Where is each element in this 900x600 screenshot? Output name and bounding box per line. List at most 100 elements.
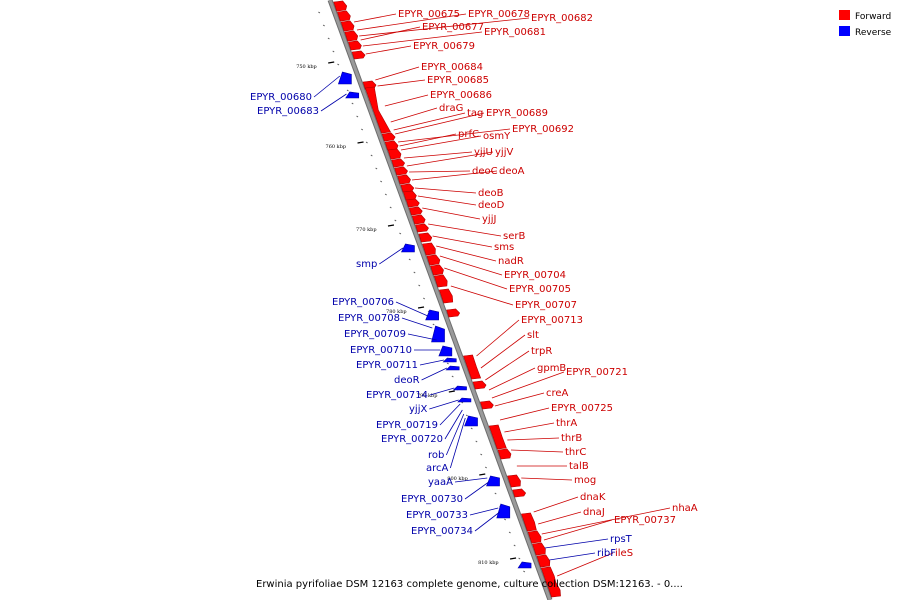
minor-tick (527, 583, 530, 586)
minor-tick (470, 427, 473, 430)
gene-features (333, 0, 561, 598)
forward-gene-block (527, 530, 542, 544)
gene-label-serb: serB (503, 231, 525, 242)
leader-line-epyr-00685 (377, 79, 426, 87)
leader-line-epyr-00704 (439, 255, 503, 276)
reverse-gene-block (431, 325, 445, 343)
gene-label-gpmb: gpmB (537, 363, 566, 374)
legend-reverse-swatch (839, 26, 850, 36)
gene-label-iles: ileS (615, 548, 633, 559)
genome-backbone (327, 0, 553, 600)
forward-gene-block (507, 474, 521, 488)
gene-label-thrb: thrB (561, 433, 582, 444)
gene-label-arca: arcA (426, 463, 449, 474)
leader-line-yjjx (429, 399, 459, 410)
reverse-gene-block (457, 397, 472, 403)
gene-label-epyr-00707: EPYR_00707 (515, 300, 577, 311)
leader-line-epyr-00713 (476, 319, 520, 357)
minor-tick (480, 453, 483, 456)
gene-label-trpr: trpR (531, 346, 552, 357)
tick-marks: 750 kbp 760 kbp 770 kbp 780 kbp 790 kbp 800 k… (296, 11, 530, 586)
minor-tick (346, 89, 349, 92)
leader-line-ribf (549, 552, 596, 561)
reverse-gene-block (337, 71, 352, 85)
minor-tick (432, 323, 435, 326)
minor-tick (351, 102, 354, 105)
leader-line-prfc (399, 133, 457, 147)
minor-tick (332, 50, 335, 53)
gene-label-epyr-00686: EPYR_00686 (430, 90, 492, 101)
leader-line-smp (379, 247, 404, 265)
forward-gene-block (430, 264, 444, 276)
gene-label-dnak: dnaK (580, 492, 606, 503)
forward-gene-block (394, 166, 408, 176)
gene-label-epyr-00689: EPYR_00689 (486, 108, 548, 119)
gene-label-epyr-00737: EPYR_00737 (614, 515, 676, 526)
minor-tick (327, 37, 330, 40)
gene-label-epyr-00705: EPYR_00705 (509, 284, 571, 295)
minor-tick (365, 141, 368, 144)
forward-gene-block (488, 424, 507, 450)
gene-label-epyr-00706: EPYR_00706 (332, 297, 394, 308)
kbp-label: 750 kbp (296, 64, 317, 70)
gene-label-osmy: osmY (483, 131, 511, 142)
minor-tick (337, 63, 340, 66)
gene-label-epyr-00710: EPYR_00710 (350, 345, 412, 356)
leader-line-deoc (409, 170, 471, 173)
kbp-label: 810 kbp (478, 560, 499, 566)
forward-gene-block (536, 554, 551, 568)
kbp-tick (479, 473, 486, 476)
gene-label-epyr-00721: EPYR_00721 (566, 367, 628, 378)
gene-label-ribf: ribF (597, 548, 616, 559)
forward-gene-block (463, 354, 482, 380)
leader-line-epyr-00684 (375, 66, 420, 81)
leader-line-osmy (400, 135, 482, 151)
leader-line-deoa (411, 170, 498, 181)
legend: Forward Reverse (839, 10, 892, 38)
kbp-tick (509, 557, 517, 560)
forward-gene-block (418, 232, 433, 243)
forward-gene-block (387, 148, 402, 160)
leader-line-drag (390, 107, 438, 123)
gene-label-epyr-00680: EPYR_00680 (250, 92, 312, 103)
gene-label-yjjj: yjjJ (482, 214, 496, 225)
gene-label-epyr-00675: EPYR_00675 (398, 9, 460, 20)
minor-tick (399, 232, 402, 235)
gene-label-tag: tag (467, 108, 483, 119)
kbp-tick (357, 141, 364, 144)
forward-gene-block (521, 512, 537, 532)
reverse-gene-block (445, 365, 460, 371)
gene-label-epyr-00734: EPYR_00734 (411, 526, 473, 537)
forward-gene-block (364, 86, 392, 134)
leader-line-thra (504, 422, 555, 433)
leader-line-slt (480, 334, 526, 369)
forward-gene-block (344, 30, 359, 42)
gene-label-epyr-00682: EPYR_00682 (531, 13, 593, 24)
reverse-gene-block (486, 475, 500, 487)
minor-tick (523, 570, 526, 573)
leader-line-deob (414, 187, 477, 194)
leader-line-epyr-00682 (359, 17, 530, 37)
reverse-gene-block (425, 309, 439, 321)
forward-gene-block (348, 40, 362, 51)
leader-line-thrb (507, 437, 560, 441)
gene-label-epyr-00709: EPYR_00709 (344, 329, 406, 340)
gene-label-epyr-00713: EPYR_00713 (521, 315, 583, 326)
reverse-gene-block (517, 561, 532, 569)
label-leader-lines (313, 13, 671, 577)
kbp-label: 790 kbp (417, 393, 438, 399)
minor-tick (356, 115, 359, 118)
leader-line-epyr-00721 (491, 371, 565, 399)
gene-label-epyr-00704: EPYR_00704 (504, 270, 566, 281)
gene-label-yaaa: yaaA (428, 477, 453, 488)
legend-reverse-label: Reverse (855, 28, 892, 38)
leader-line-epyr-00719 (439, 403, 461, 426)
leader-line-rob (445, 413, 465, 456)
reverse-gene-block (496, 503, 511, 519)
legend-forward-swatch (839, 10, 850, 20)
gene-label-epyr-00692: EPYR_00692 (512, 124, 574, 135)
gene-label-yjjx: yjjX (409, 404, 427, 415)
kbp-tick (417, 306, 425, 309)
forward-gene-block (391, 158, 406, 168)
minor-tick (375, 167, 378, 170)
